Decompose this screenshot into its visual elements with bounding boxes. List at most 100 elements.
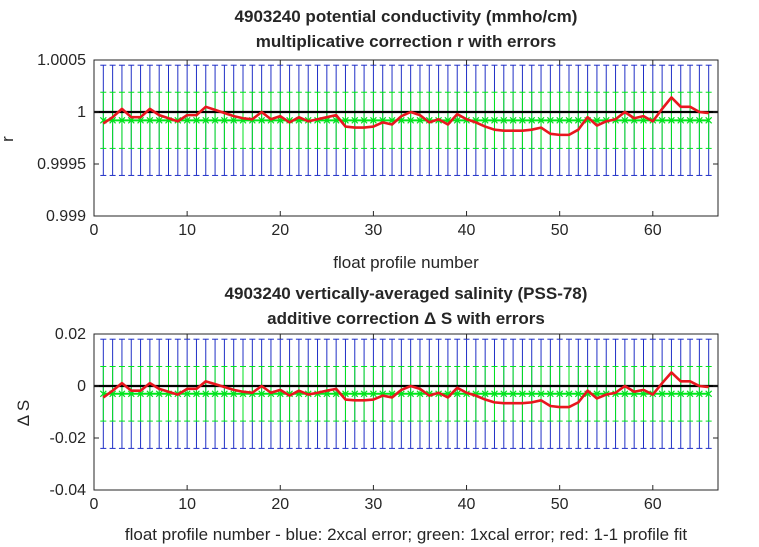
y-tick-label: 1.0005 bbox=[37, 52, 86, 69]
mapped-value-marker bbox=[491, 390, 498, 398]
mapped-value-marker bbox=[574, 390, 582, 398]
mapped-value-marker bbox=[118, 116, 126, 124]
mapped-value-marker bbox=[220, 390, 228, 398]
mapped-value-marker bbox=[658, 390, 666, 398]
mapped-value-marker bbox=[509, 390, 517, 398]
mapped-value-marker bbox=[528, 390, 536, 398]
mapped-value-marker bbox=[193, 390, 200, 398]
mapped-value-marker bbox=[183, 116, 191, 124]
mapped-value-marker bbox=[230, 390, 238, 398]
y-axis-label: Δ S bbox=[14, 400, 33, 426]
mapped-value-marker bbox=[518, 116, 526, 124]
y-tick-label: -0.04 bbox=[50, 482, 87, 499]
y-tick-label: 0.9995 bbox=[37, 156, 86, 173]
mapped-value-marker bbox=[621, 116, 629, 124]
mapped-value-marker bbox=[360, 116, 368, 124]
mapped-value-marker bbox=[155, 390, 163, 398]
mapped-value-marker bbox=[695, 116, 703, 124]
y-tick-label: 0.999 bbox=[46, 208, 86, 225]
x-tick-label: 20 bbox=[271, 496, 289, 513]
mapped-value-marker bbox=[146, 390, 154, 398]
mapped-value-marker bbox=[686, 116, 694, 124]
mapped-value-marker bbox=[351, 390, 359, 398]
mapped-value-marker bbox=[146, 116, 154, 124]
x-axis-label: float profile number bbox=[333, 253, 479, 272]
mapped-value-marker bbox=[528, 116, 536, 124]
mapped-value-marker bbox=[351, 116, 359, 124]
x-tick-label: 50 bbox=[551, 496, 569, 513]
mapped-value-marker bbox=[258, 390, 266, 398]
mapped-value-marker bbox=[407, 116, 415, 124]
mapped-value-marker bbox=[193, 116, 200, 124]
mapped-value-marker bbox=[518, 390, 526, 398]
mapped-value-marker bbox=[453, 390, 461, 398]
mapped-value-marker bbox=[453, 116, 461, 124]
mapped-value-marker bbox=[574, 116, 582, 124]
mapped-value-marker bbox=[668, 390, 675, 398]
x-tick-label: 0 bbox=[90, 222, 99, 239]
mapped-value-marker bbox=[621, 390, 629, 398]
x-tick-label: 20 bbox=[271, 222, 289, 239]
mapped-value-marker bbox=[556, 390, 564, 398]
x-tick-label: 10 bbox=[178, 496, 196, 513]
mapped-value-marker bbox=[360, 390, 368, 398]
mapped-value-marker bbox=[556, 116, 564, 124]
conductivity-panel: 4903240 potential conductivity (mmho/cm)… bbox=[0, 7, 719, 272]
mapped-value-marker bbox=[202, 116, 210, 124]
panel-title: 4903240 potential conductivity (mmho/cm) bbox=[235, 7, 578, 26]
x-tick-label: 40 bbox=[458, 496, 476, 513]
mapped-value-marker bbox=[369, 390, 377, 398]
axes-frame bbox=[93, 59, 719, 217]
mapped-value-marker bbox=[118, 390, 126, 398]
x-tick-label: 60 bbox=[644, 496, 662, 513]
mapped-value-marker bbox=[220, 116, 228, 124]
mapped-value-marker bbox=[500, 116, 508, 124]
mapped-value-marker bbox=[509, 116, 517, 124]
mapped-value-marker bbox=[677, 116, 685, 124]
panel-subtitle: additive correction Δ S with errors bbox=[267, 309, 545, 328]
mapped-value-marker bbox=[668, 116, 675, 124]
mapped-value-marker bbox=[491, 116, 498, 124]
mapped-value-marker bbox=[677, 390, 685, 398]
mapped-value-marker bbox=[155, 116, 163, 124]
panel-subtitle: multiplicative correction r with errors bbox=[256, 32, 556, 51]
profile-fit-line bbox=[102, 96, 709, 137]
mapped-value-marker bbox=[481, 390, 489, 398]
x-tick-label: 30 bbox=[365, 496, 383, 513]
mapped-value-marker bbox=[500, 390, 508, 398]
mapped-value-marker bbox=[369, 116, 377, 124]
mapped-value-marker bbox=[705, 116, 713, 124]
y-tick-label: -0.02 bbox=[50, 430, 87, 447]
mapped-value-marker bbox=[230, 116, 238, 124]
profile-fit-line bbox=[102, 371, 709, 409]
y-tick-label: 0 bbox=[77, 378, 86, 395]
x-tick-label: 30 bbox=[365, 222, 383, 239]
y-tick-label: 0.02 bbox=[55, 326, 86, 343]
mapped-value-marker bbox=[481, 116, 489, 124]
panel-title: 4903240 vertically-averaged salinity (PS… bbox=[225, 284, 588, 303]
mapped-value-marker bbox=[183, 390, 191, 398]
mapped-value-marker bbox=[705, 390, 713, 398]
x-axis-label: float profile number - blue: 2xcal error… bbox=[125, 525, 687, 544]
mapped-value-marker bbox=[537, 390, 545, 398]
axes-frame bbox=[93, 333, 719, 491]
salinity-panel: 4903240 vertically-averaged salinity (PS… bbox=[14, 284, 719, 544]
mapped-value-marker bbox=[546, 390, 554, 398]
mapped-value-marker bbox=[686, 390, 694, 398]
mapped-value-marker bbox=[211, 116, 219, 124]
mapped-value-marker bbox=[546, 116, 554, 124]
mapped-value-marker bbox=[565, 390, 573, 398]
mapped-value-marker bbox=[658, 116, 666, 124]
mapped-value-marker bbox=[211, 390, 219, 398]
y-tick-label: 1 bbox=[77, 104, 86, 121]
mapped-value-marker bbox=[695, 390, 703, 398]
x-tick-label: 60 bbox=[644, 222, 662, 239]
x-tick-label: 0 bbox=[90, 496, 99, 513]
mapped-value-marker bbox=[202, 390, 210, 398]
mapped-value-marker bbox=[258, 116, 266, 124]
y-axis-label: r bbox=[0, 136, 17, 142]
mapped-value-marker bbox=[407, 390, 415, 398]
mapped-value-marker bbox=[537, 116, 545, 124]
mapped-value-marker bbox=[565, 116, 573, 124]
